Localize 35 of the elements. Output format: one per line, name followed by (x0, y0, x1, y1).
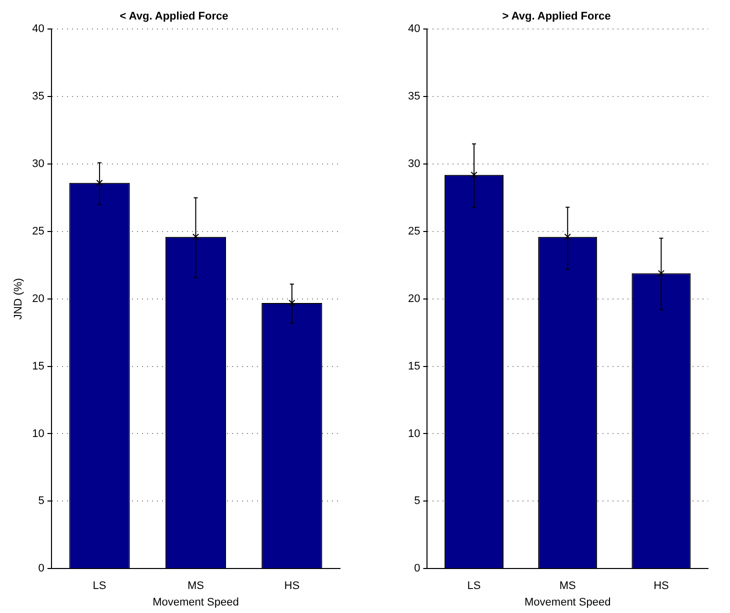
point (564, 234, 571, 240)
y-tick-label: 0 (38, 562, 44, 575)
y-tick-label: 15 (408, 360, 420, 372)
point (470, 172, 478, 178)
point (288, 300, 296, 306)
y-tick-label: 40 (408, 23, 420, 36)
y-tick-label: 35 (32, 90, 44, 103)
y-axis-title: JND (%) (12, 278, 25, 320)
y-tick-label: 10 (32, 428, 44, 440)
x-tick-label: MS (187, 580, 204, 592)
y-tick-label: 35 (408, 90, 420, 103)
x-tick-label: LS (92, 580, 106, 592)
x-tick-label: HS (284, 580, 300, 592)
y-tick-label: 20 (408, 292, 420, 305)
chart-title: > Avg. Applied Force (502, 10, 611, 23)
y-tick-label: 25 (32, 226, 44, 238)
y-tick-label: 15 (32, 360, 44, 372)
y-tick-label: 20 (32, 292, 44, 305)
y-tick-label: 5 (414, 495, 420, 508)
x-tick-label: MS (559, 580, 576, 592)
y-tick-label: 10 (408, 428, 420, 440)
x-axis-title: Movement Speed (152, 596, 239, 608)
x-tick-label: LS (467, 580, 481, 592)
y-tick-label: 30 (32, 158, 44, 170)
y-tick-label: 30 (408, 158, 420, 170)
point (658, 270, 665, 277)
y-tick-label: 0 (414, 562, 420, 575)
y-tick-label: 40 (32, 23, 44, 36)
chart-title: < Avg. Applied Force (120, 10, 228, 23)
point (192, 234, 200, 240)
y-tick-label: 5 (38, 495, 44, 508)
x-tick-label: HS (654, 580, 669, 592)
y-tick-label: 25 (408, 226, 420, 238)
point (96, 180, 103, 186)
x-axis-title: Movement Speed (524, 596, 611, 608)
